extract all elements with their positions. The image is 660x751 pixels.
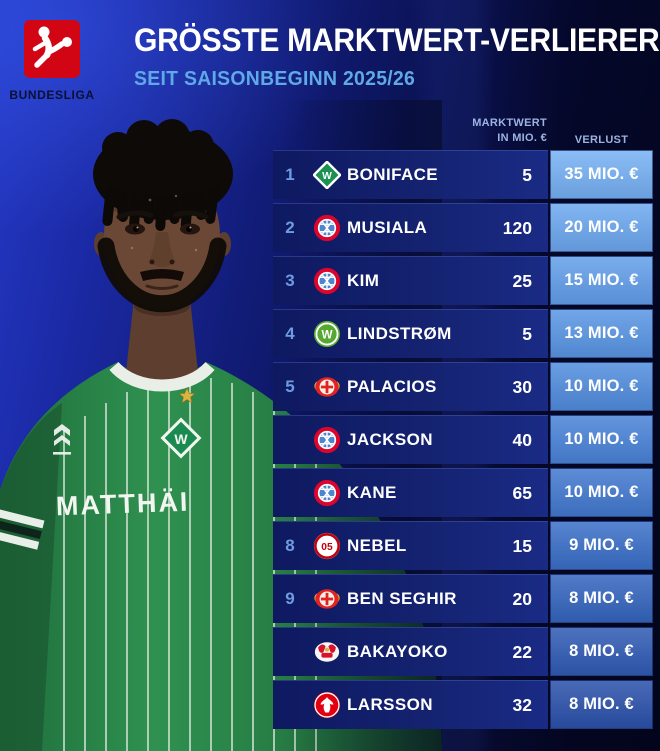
table-row: 4 W LINDSTRØM 5 13 MIO. € — [273, 309, 653, 358]
player-name: PALACIOS — [347, 377, 437, 396]
player-name: KANE — [347, 483, 397, 502]
loss-badge: 13 MIO. € — [550, 309, 653, 358]
market-value: 5 — [522, 164, 532, 185]
club-logo-bayern-muenchen — [307, 479, 347, 507]
club-logo-bayern-muenchen — [307, 214, 347, 242]
table-rows: 1 W BONIFACE 5 35 MIO. € 2 MUSIALA 120 2… — [273, 150, 653, 729]
market-value: 25 — [512, 270, 532, 291]
loss-badge: 10 MIO. € — [550, 362, 653, 411]
hummel-logo — [53, 424, 71, 455]
player-name: LINDSTRØM — [347, 324, 452, 343]
row-main-cell: BAKAYOKO 22 — [273, 627, 548, 676]
market-value: 120 — [502, 217, 532, 238]
player-name: KIM — [347, 271, 380, 290]
club-logo-werder-bremen: W — [307, 161, 347, 189]
market-value: 5 — [522, 323, 532, 344]
table-row: KANE 65 10 MIO. € — [273, 468, 653, 517]
player-name: BONIFACE — [347, 165, 439, 184]
market-value: 40 — [512, 429, 532, 450]
player-head — [93, 119, 233, 313]
table-row: JACKSON 40 10 MIO. € — [273, 415, 653, 464]
rank-label: 9 — [285, 589, 295, 608]
column-header-marktwert-line1: MARKTWERT — [472, 117, 547, 129]
table-row: LARSSON 32 8 MIO. € — [273, 680, 653, 729]
loss-badge: 20 MIO. € — [550, 203, 653, 252]
jersey-sponsor-text: MATTHÄI — [55, 487, 189, 522]
club-logo-leverkusen — [307, 373, 347, 401]
club-logo-mainz-05: 05 — [307, 532, 347, 560]
club-logo-eintracht-frankfurt — [307, 691, 347, 719]
row-main-cell: 2 MUSIALA 120 — [273, 203, 548, 252]
player-name: JACKSON — [347, 430, 433, 449]
row-main-cell: 9 BEN SEGHIR 20 — [273, 574, 548, 623]
page-title: GRÖSSTE MARKTWERT-VERLIERER — [134, 22, 660, 58]
werder-crest-star — [178, 387, 196, 404]
loss-badge: 10 MIO. € — [550, 468, 653, 517]
rank-label: 3 — [285, 271, 295, 290]
player-name: BAKAYOKO — [347, 642, 448, 661]
row-main-cell: 1 W BONIFACE 5 — [273, 150, 548, 199]
market-value: 65 — [512, 482, 532, 503]
club-logo-rb-leipzig — [307, 638, 347, 666]
table-row: 8 05 NEBEL 15 9 MIO. € — [273, 521, 653, 570]
club-logo-wolfsburg: W — [307, 320, 347, 348]
player-name: MUSIALA — [347, 218, 428, 237]
sleeve-chevrons — [0, 508, 45, 550]
market-value: 22 — [512, 641, 532, 662]
table-row: 9 BEN SEGHIR 20 8 MIO. € — [273, 574, 653, 623]
bundesliga-logo-icon — [24, 20, 80, 78]
loss-badge: 9 MIO. € — [550, 521, 653, 570]
table-row: 2 MUSIALA 120 20 MIO. € — [273, 203, 653, 252]
loss-badge: 35 MIO. € — [550, 150, 653, 199]
column-header-verlust: VERLUST — [574, 134, 629, 146]
club-logo-leverkusen — [307, 585, 347, 613]
svg-text:05: 05 — [321, 542, 333, 553]
svg-text:W: W — [322, 171, 332, 182]
loss-badge: 8 MIO. € — [550, 627, 653, 676]
club-logo-bayern-muenchen — [307, 267, 347, 295]
table-row: 5 PALACIOS 30 10 MIO. € — [273, 362, 653, 411]
rank-label: 2 — [285, 218, 295, 237]
header: BUNDESLIGA GRÖSSTE MARKTWERT-VERLIERER S… — [9, 20, 660, 102]
rank-label: 1 — [285, 165, 295, 184]
loss-badge: 10 MIO. € — [550, 415, 653, 464]
loss-badge: 15 MIO. € — [550, 256, 653, 305]
page-subtitle: SEIT SAISONBEGINN 2025/26 — [134, 68, 416, 90]
market-value: 15 — [512, 535, 532, 556]
table-header: MARKTWERT IN MIO. € VERLUST — [273, 114, 653, 150]
row-main-cell: 5 PALACIOS 30 — [273, 362, 548, 411]
svg-text:W: W — [321, 329, 332, 342]
rank-label: 5 — [285, 377, 295, 396]
rank-label: 8 — [285, 536, 295, 555]
column-header-marktwert-line2: IN MIO. € — [497, 131, 547, 144]
bundesliga-logo: BUNDESLIGA — [9, 20, 110, 102]
jersey-collar — [109, 361, 215, 392]
werder-crest: W — [160, 417, 202, 459]
column-header-marktwert: MARKTWERT IN MIO. € — [472, 116, 547, 146]
club-logo-bayern-muenchen — [307, 426, 347, 454]
market-value: 20 — [512, 588, 532, 609]
market-value: 30 — [512, 376, 532, 397]
loss-badge: 8 MIO. € — [550, 680, 653, 729]
ranking-table: MARKTWERT IN MIO. € VERLUST 1 W BONIFACE… — [273, 114, 653, 733]
player-name: BEN SEGHIR — [347, 589, 457, 608]
loss-badge: 8 MIO. € — [550, 574, 653, 623]
table-row: 1 W BONIFACE 5 35 MIO. € — [273, 150, 653, 199]
rank-label: 4 — [285, 324, 295, 343]
row-main-cell: LARSSON 32 — [273, 680, 548, 729]
table-row: BAKAYOKO 22 8 MIO. € — [273, 627, 653, 676]
market-value: 32 — [512, 694, 532, 715]
player-name: NEBEL — [347, 536, 407, 555]
row-main-cell: JACKSON 40 — [273, 415, 548, 464]
bundesliga-wordmark: BUNDESLIGA — [9, 88, 95, 102]
row-main-cell: 8 05 NEBEL 15 — [273, 521, 548, 570]
player-name: LARSSON — [347, 695, 433, 714]
row-main-cell: 4 W LINDSTRØM 5 — [273, 309, 548, 358]
table-row: 3 KIM 25 15 MIO. € — [273, 256, 653, 305]
row-main-cell: 3 KIM 25 — [273, 256, 548, 305]
svg-text:W: W — [174, 431, 188, 447]
row-main-cell: KANE 65 — [273, 468, 548, 517]
